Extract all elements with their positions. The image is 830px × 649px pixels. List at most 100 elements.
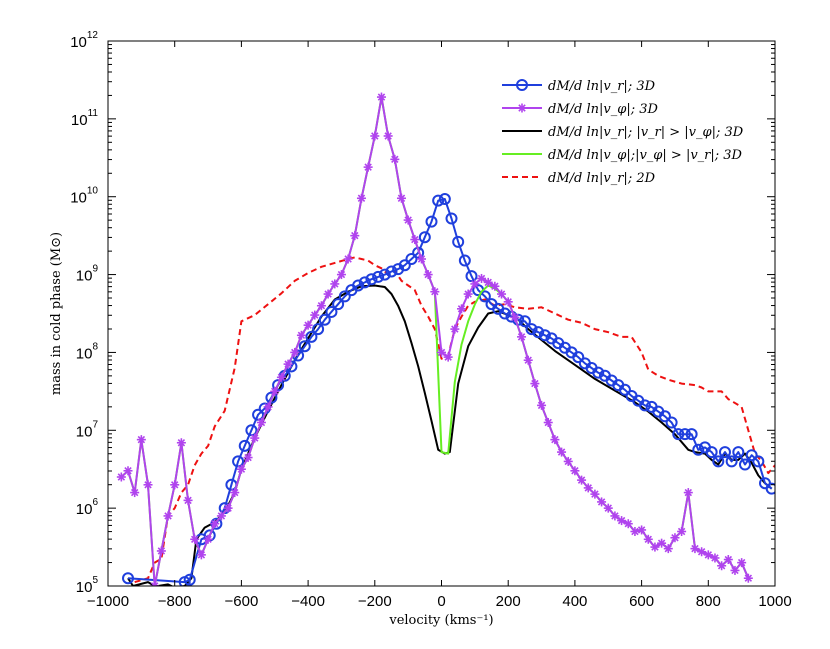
data-point bbox=[443, 352, 453, 362]
data-point bbox=[298, 340, 311, 353]
data-point bbox=[238, 439, 251, 452]
x-tick-label: 200 bbox=[496, 593, 521, 610]
data-point bbox=[530, 379, 540, 389]
data-point bbox=[276, 372, 286, 382]
x-tick-label: −200 bbox=[358, 593, 392, 610]
data-point bbox=[243, 453, 253, 463]
data-point bbox=[316, 301, 326, 311]
data-point bbox=[296, 330, 306, 340]
data-point bbox=[672, 428, 685, 441]
data-point bbox=[525, 323, 538, 336]
data-point bbox=[356, 193, 366, 203]
data-point bbox=[150, 581, 160, 586]
data-point bbox=[703, 550, 713, 560]
data-point bbox=[263, 402, 273, 412]
data-point bbox=[577, 475, 587, 485]
data-point bbox=[723, 555, 733, 565]
legend: dM/d ln|v_r|; 3D dM/d ln|v_φ|; 3D dM/d ln|… bbox=[502, 79, 744, 186]
data-point bbox=[510, 312, 520, 322]
data-point bbox=[677, 527, 687, 536]
x-tick-label: 400 bbox=[562, 593, 587, 610]
data-point bbox=[683, 488, 693, 498]
legend-label: dM/d ln|v_φ|; 3D bbox=[548, 102, 658, 117]
legend-entry: dM/d ln|v_r|; |v_r| > |v_φ|; 3D bbox=[502, 125, 744, 140]
data-point bbox=[265, 391, 278, 404]
data-point bbox=[643, 534, 653, 544]
legend-marker bbox=[517, 103, 527, 113]
legend-entry: dM/d ln|v_r|; 2D bbox=[502, 171, 656, 186]
data-point bbox=[518, 315, 531, 328]
data-point bbox=[270, 386, 280, 396]
legend-label: dM/d ln|v_r|; |v_r| > |v_φ|; 3D bbox=[548, 125, 744, 140]
data-point bbox=[216, 511, 226, 521]
data-point bbox=[372, 270, 385, 283]
data-point bbox=[705, 446, 718, 459]
data-point bbox=[318, 313, 331, 326]
axes-layer: −1000 −800 −600 −400 −200 0 200 400 600 800 1000 10… bbox=[70, 30, 792, 610]
data-point bbox=[176, 438, 186, 448]
legend-entry: dM/d ln|v_r|; 3D bbox=[502, 79, 656, 94]
data-point bbox=[122, 572, 135, 585]
data-point bbox=[410, 235, 420, 245]
data-point bbox=[203, 534, 213, 544]
data-point bbox=[350, 231, 360, 241]
data-point bbox=[330, 279, 340, 289]
data-point bbox=[336, 270, 346, 280]
data-point bbox=[685, 428, 698, 441]
data-point bbox=[745, 449, 758, 462]
data-point bbox=[303, 320, 313, 330]
data-point bbox=[737, 558, 747, 568]
data-point bbox=[116, 472, 126, 482]
data-point bbox=[223, 503, 233, 513]
data-point bbox=[657, 538, 667, 548]
y-tick-label: 1011 bbox=[71, 108, 99, 129]
data-point bbox=[416, 254, 426, 264]
y-tick-label: 1010 bbox=[70, 186, 98, 207]
data-point bbox=[572, 351, 585, 364]
data-point bbox=[423, 270, 433, 280]
data-point bbox=[290, 347, 300, 357]
legend-label: dM/d ln|v_r|; 3D bbox=[548, 79, 656, 94]
data-point bbox=[385, 265, 398, 278]
series-line bbox=[127, 198, 773, 584]
series-4 bbox=[134, 256, 775, 584]
data-point bbox=[230, 488, 240, 498]
series-line bbox=[134, 256, 775, 584]
data-point bbox=[663, 544, 673, 554]
y-tick-label: 1012 bbox=[70, 30, 98, 51]
y-tick-label: 105 bbox=[76, 575, 99, 596]
data-point bbox=[418, 231, 431, 244]
data-point bbox=[338, 290, 351, 303]
data-point bbox=[590, 489, 600, 499]
data-point bbox=[196, 550, 206, 560]
data-point bbox=[650, 542, 660, 552]
x-tick-label: −800 bbox=[158, 593, 192, 610]
data-point bbox=[557, 447, 567, 457]
data-point bbox=[398, 259, 411, 272]
data-point bbox=[312, 323, 325, 336]
y-tick-label: 107 bbox=[76, 419, 99, 440]
data-point bbox=[365, 273, 378, 286]
data-point bbox=[432, 194, 445, 207]
data-point bbox=[717, 561, 727, 571]
data-point bbox=[670, 533, 680, 543]
data-point bbox=[697, 547, 707, 557]
data-point bbox=[543, 418, 553, 427]
legend-label: dM/d ln|v_φ|;|v_φ| > |v_r|; 3D bbox=[548, 148, 743, 163]
x-tick-label: −1000 bbox=[87, 593, 129, 610]
data-point bbox=[170, 480, 180, 490]
data-point bbox=[438, 193, 451, 206]
data-point bbox=[470, 279, 480, 289]
data-point bbox=[123, 466, 133, 476]
data-point bbox=[183, 573, 196, 586]
data-point bbox=[358, 276, 371, 289]
data-point bbox=[563, 456, 573, 466]
y-tick-label: 108 bbox=[76, 341, 99, 362]
data-point bbox=[256, 418, 266, 427]
data-point bbox=[497, 289, 507, 299]
data-point bbox=[490, 281, 500, 291]
data-point bbox=[190, 534, 200, 544]
data-point bbox=[396, 193, 406, 203]
data-point bbox=[452, 235, 465, 248]
